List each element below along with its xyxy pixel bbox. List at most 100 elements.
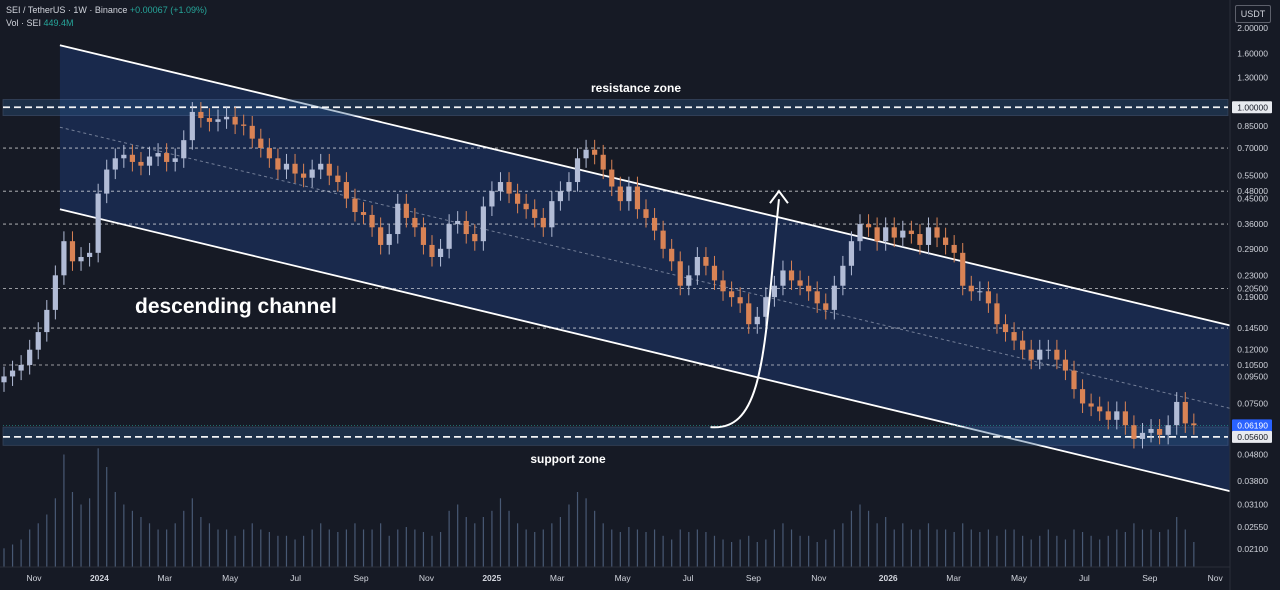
candle-body bbox=[1182, 401, 1188, 424]
volume-bar bbox=[106, 467, 108, 567]
volume-bar bbox=[808, 535, 810, 568]
volume-bar bbox=[859, 504, 861, 567]
volume-bar bbox=[833, 529, 835, 567]
price-label-highlight bbox=[1232, 101, 1272, 114]
candle-body bbox=[1148, 428, 1154, 433]
candle-body bbox=[1037, 349, 1043, 360]
candle-body bbox=[206, 118, 213, 122]
volume-label[interactable]: Vol · SEI bbox=[6, 18, 42, 28]
channel-annotation: descending channel bbox=[135, 295, 337, 318]
candle-body bbox=[711, 265, 718, 281]
candle-body bbox=[437, 248, 444, 257]
price-axis: 2.00000 1.60000 1.30000 1.00000 0.85000 0.700… bbox=[1229, 0, 1280, 590]
volume-bar bbox=[80, 504, 82, 567]
volume-bar bbox=[174, 523, 176, 568]
candle-body bbox=[651, 217, 658, 231]
symbol-label[interactable]: SEI / TetherUS · 1W · Binance bbox=[6, 5, 128, 15]
time-tick-label: Jul bbox=[290, 573, 301, 583]
candle-body bbox=[412, 217, 418, 228]
candle-body bbox=[429, 244, 435, 257]
volume-bar bbox=[996, 535, 998, 568]
time-tick-label: Mar bbox=[157, 573, 172, 583]
candle-body bbox=[960, 252, 966, 286]
volume-bar bbox=[337, 532, 339, 567]
time-tick-label: Nov bbox=[1208, 573, 1224, 583]
candle-body bbox=[258, 138, 264, 149]
volume-bar bbox=[71, 492, 74, 567]
time-tick-label: May bbox=[615, 573, 632, 583]
volume-bar bbox=[243, 529, 245, 567]
descending-channel bbox=[59, 44, 1242, 495]
candle-body bbox=[489, 191, 495, 207]
price-tick-label: 0.48000 bbox=[1237, 186, 1268, 196]
time-tick-label: Jul bbox=[683, 573, 694, 583]
candle-body bbox=[951, 244, 957, 253]
volume-bar bbox=[671, 539, 673, 567]
time-tick-label: 2026 bbox=[879, 573, 898, 583]
candle-body bbox=[223, 116, 230, 120]
price-tick-label: 1.30000 bbox=[1237, 72, 1268, 82]
volume-bar bbox=[54, 498, 56, 568]
candle-body bbox=[677, 261, 683, 286]
annotations: descending channel resistance zone suppo… bbox=[135, 81, 681, 466]
volume-bar bbox=[782, 523, 784, 568]
volume-bar bbox=[568, 504, 570, 567]
candle-body bbox=[814, 291, 820, 304]
volume-bar bbox=[1116, 529, 1118, 567]
candle-body bbox=[994, 303, 1000, 325]
candle-body bbox=[1079, 389, 1086, 404]
volume-bar bbox=[542, 529, 544, 567]
volume-bar bbox=[131, 510, 133, 568]
candle-body bbox=[326, 163, 332, 176]
time-tick-label: Nov bbox=[419, 573, 435, 583]
volume-bar bbox=[1090, 535, 1092, 568]
candle-body bbox=[754, 316, 760, 325]
candle-body bbox=[694, 256, 700, 276]
time-tick-label: May bbox=[1011, 573, 1028, 583]
candle-body bbox=[823, 303, 829, 310]
volume-bar bbox=[748, 535, 750, 568]
volume-bar bbox=[850, 510, 853, 568]
support-annotation: support zone bbox=[530, 452, 606, 466]
volume-bar bbox=[722, 539, 724, 567]
price-tick-label: 0.20500 bbox=[1237, 283, 1268, 293]
price-change: +0.00067 (+1.09%) bbox=[129, 5, 207, 15]
price-tick-label: 0.19000 bbox=[1237, 292, 1268, 302]
candle-body bbox=[609, 169, 615, 187]
volume-bar bbox=[362, 529, 365, 567]
candle-body bbox=[806, 285, 812, 292]
candle-body bbox=[309, 169, 315, 178]
candle-body bbox=[318, 163, 324, 170]
candle-body bbox=[52, 275, 58, 310]
volume-bar bbox=[482, 517, 484, 567]
candle-body bbox=[1131, 425, 1137, 439]
candle-body bbox=[831, 285, 837, 310]
volume-bar bbox=[1159, 532, 1161, 567]
candle-body bbox=[215, 119, 221, 122]
volume-bar bbox=[1030, 539, 1032, 567]
volume-bar bbox=[29, 529, 31, 567]
candle-body bbox=[643, 209, 649, 218]
volume-bar bbox=[234, 535, 236, 568]
price-tick-label: 0.04800 bbox=[1237, 449, 1268, 459]
candle-body bbox=[446, 224, 452, 249]
candle-body bbox=[403, 203, 409, 218]
volume-bar bbox=[465, 517, 467, 567]
volume-bar bbox=[825, 539, 827, 567]
volume-bar bbox=[431, 535, 433, 568]
candle-body bbox=[35, 332, 41, 350]
volume-bar bbox=[1056, 535, 1058, 568]
candle-body bbox=[335, 175, 341, 183]
candle-body bbox=[386, 234, 392, 245]
candle-body bbox=[1088, 403, 1094, 407]
time-tick-label: Sep bbox=[746, 573, 761, 583]
volume-bar bbox=[1047, 529, 1049, 567]
volume-bar bbox=[448, 510, 450, 568]
currency-button[interactable]: USDT bbox=[1235, 5, 1271, 23]
volume-bar bbox=[987, 529, 989, 567]
candle-body bbox=[703, 256, 709, 266]
candle-body bbox=[9, 370, 16, 377]
projection-arrow bbox=[710, 189, 789, 429]
candle-body bbox=[497, 182, 504, 192]
